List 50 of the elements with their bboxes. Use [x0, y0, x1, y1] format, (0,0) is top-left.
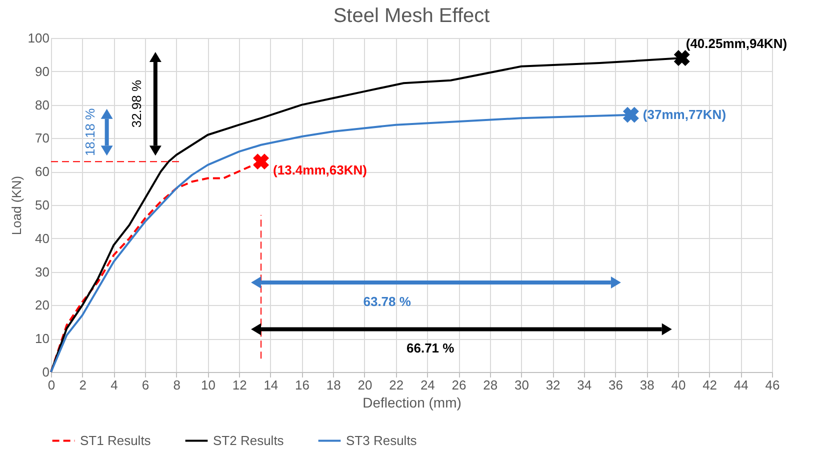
chart-title: Steel Mesh Effect: [333, 5, 490, 27]
legend-label: ST3 Results: [346, 432, 418, 448]
annotation: (37mm,77KN): [642, 106, 726, 122]
x-tick-label: 42: [702, 378, 718, 392]
y-tick-label: 40: [35, 230, 50, 246]
y-tick-label: 10: [35, 331, 50, 346]
annotation: 18.18 %: [82, 108, 98, 156]
x-tick-label: 24: [420, 378, 435, 392]
x-tick-label: 14: [264, 378, 278, 392]
point: [253, 154, 270, 170]
x-tick-label: 16: [295, 378, 310, 392]
y-tick-label: 20: [35, 298, 50, 313]
x-tick-label: 38: [640, 378, 654, 392]
x-tick-label: 40: [671, 378, 686, 392]
x-tick-label: 22: [389, 378, 404, 392]
annotation: 66.71 %: [406, 340, 455, 356]
y-tick-label: 90: [35, 64, 50, 79]
x-tick-label: 34: [577, 378, 592, 392]
legend-label: ST2 Results: [213, 432, 284, 448]
point: [622, 106, 639, 123]
x-tick-label: 6: [142, 378, 150, 392]
x-tick-label: 10: [201, 378, 216, 392]
x-tick-label: 46: [765, 378, 780, 392]
y-axis-title: Load (KN): [8, 176, 24, 236]
x-tick-label: 12: [232, 378, 247, 392]
x-tick-label: 32: [546, 378, 560, 392]
x-tick-label: 20: [358, 378, 372, 392]
y-tick-label: 60: [35, 164, 50, 180]
x-tick-label: 26: [452, 378, 466, 392]
annotation: 32.98 %: [128, 80, 144, 128]
annotation: (13.4mm,63KN): [273, 162, 367, 178]
y-tick-label: 80: [35, 97, 50, 112]
legend-label: ST1 Results: [80, 432, 152, 448]
x-tick-label: 36: [608, 378, 623, 392]
x-tick-label: 30: [514, 378, 529, 392]
point: [674, 50, 690, 66]
x-axis-title: Deflection (mm): [362, 394, 462, 410]
y-tick-label: 50: [35, 198, 50, 212]
annotation: (40.25mm,94KN): [686, 36, 788, 52]
x-tick-label: 28: [483, 378, 498, 392]
x-tick-label: 44: [734, 378, 748, 392]
x-tick-label: 4: [110, 378, 118, 392]
y-tick-label: 70: [35, 130, 50, 146]
annotation: 63.78 %: [363, 294, 412, 309]
y-tick-label: 30: [35, 264, 50, 280]
x-tick-label: 2: [79, 378, 86, 392]
y-tick-label: 0: [42, 364, 50, 380]
x-tick-label: 18: [326, 378, 341, 392]
x-tick-label: 8: [173, 378, 181, 392]
y-tick-label: 100: [28, 30, 50, 46]
